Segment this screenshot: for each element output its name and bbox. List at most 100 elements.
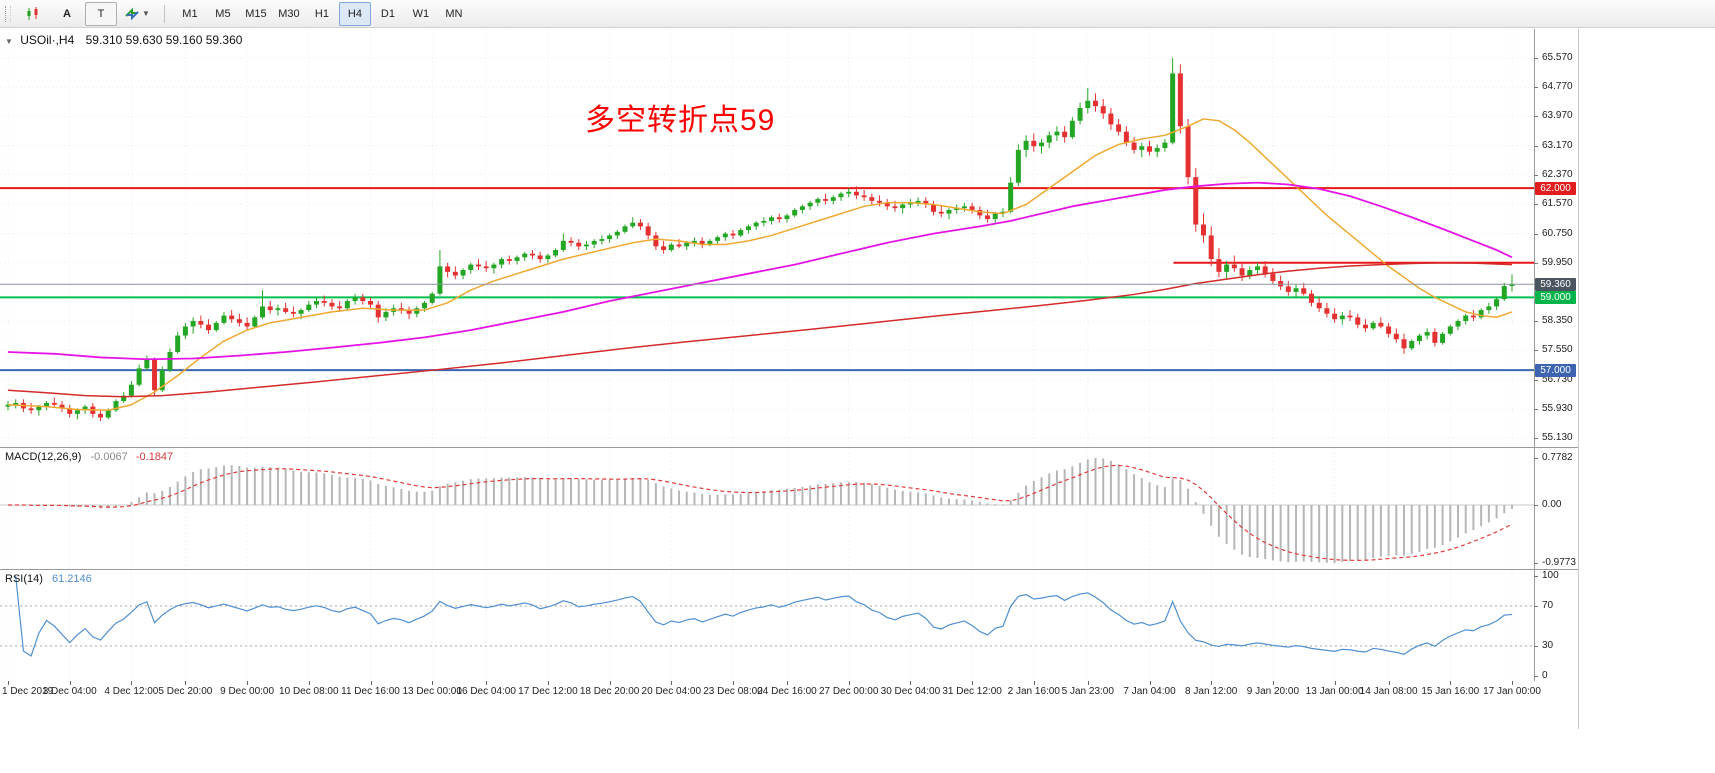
time-axis-label: 8 Jan 12:00 — [1185, 686, 1238, 697]
time-tick — [432, 681, 434, 685]
time-axis-label: 16 Dec 04:00 — [456, 686, 516, 697]
time-axis-label: 30 Dec 04:00 — [880, 686, 941, 697]
time-axis-label: 13 Jan 00:00 — [1305, 686, 1364, 697]
time-tick — [1149, 681, 1151, 685]
ohlc-values: 59.310 59.630 59.160 59.360 — [85, 33, 243, 47]
rsi-axis: 100 70 30 0 — [1534, 570, 1578, 681]
candlestick-chart-icon[interactable] — [17, 2, 49, 26]
price-chart[interactable] — [0, 29, 1534, 447]
timeframe-button-M15[interactable]: M15 — [245, 7, 267, 20]
time-axis-label: 13 Dec 00:00 — [402, 686, 462, 697]
cycle-symbols-button[interactable]: ▼ — [119, 2, 155, 26]
collapse-icon[interactable]: ▼ — [5, 37, 13, 46]
macd-signal-value: -0.1847 — [135, 451, 174, 463]
price-axis-label: 57.550 — [1542, 344, 1573, 356]
text-label-t-button[interactable]: T — [85, 1, 117, 26]
time-tick — [1334, 681, 1336, 685]
time-tick — [1272, 681, 1274, 685]
time-tick — [1388, 681, 1390, 685]
text-tool-a-button[interactable]: A — [63, 7, 71, 20]
axis-tick — [1534, 174, 1538, 176]
time-tick — [910, 681, 912, 685]
time-axis-label: 17 Dec 12:00 — [518, 686, 578, 697]
time-axis-label: 24 Dec 16:00 — [757, 686, 817, 697]
time-axis-label: 5 Jan 23:00 — [1061, 686, 1114, 697]
axis-tick — [1534, 145, 1538, 147]
price-axis-label: 58.350 — [1542, 315, 1573, 326]
time-tick — [69, 681, 71, 685]
time-tick — [1087, 681, 1089, 685]
time-tick — [1512, 681, 1513, 685]
chevron-down-icon: ▼ — [142, 9, 150, 18]
price-tag: 62.000 — [1535, 181, 1576, 195]
axis-border — [1534, 29, 1535, 682]
timeframe-button-M5[interactable]: M5 — [215, 7, 231, 20]
toolbar-grip[interactable] — [5, 5, 11, 22]
time-tick — [848, 681, 850, 685]
rsi-axis-label: 30 — [1542, 640, 1554, 651]
axis-tick — [1534, 409, 1538, 411]
chart-annotation-text: 多空转折点59 — [585, 104, 776, 137]
macd-axis-label: 0.00 — [1542, 499, 1562, 510]
price-axis-label: 59.950 — [1542, 256, 1573, 268]
timeframe-button-H1[interactable]: H1 — [314, 7, 329, 20]
price-axis-label: 65.570 — [1542, 52, 1573, 64]
time-tick — [786, 681, 788, 685]
time-tick — [185, 681, 187, 685]
time-axis-label: 11 Dec 16:00 — [341, 686, 400, 697]
timeframe-button-M1[interactable]: M1 — [182, 7, 198, 20]
time-tick — [308, 681, 310, 685]
axis-tick — [1534, 576, 1538, 577]
time-tick — [671, 681, 673, 685]
time-axis-label: 2 Jan 16:00 — [1007, 686, 1060, 697]
timeframe-button-H4[interactable]: H4 — [338, 1, 371, 26]
macd-header: MACD(12,26,9) -0.0067 -0.1847 — [5, 451, 173, 463]
rsi-axis-label: 0 — [1542, 670, 1548, 681]
time-tick — [1033, 681, 1035, 685]
chart-symbol-header: ▼ USOil·,H4 59.310 59.630 59.160 59.360 — [5, 33, 242, 47]
axis-tick — [1534, 505, 1538, 506]
toolbar: A T ▼ M1 M5 M15 M30 H1 H4 D1 W1 MN — [0, 0, 1715, 28]
panel-separator[interactable] — [0, 447, 1578, 448]
axis-tick — [1534, 438, 1538, 440]
axis-tick — [1534, 350, 1538, 352]
macd-value: -0.0067 — [90, 451, 128, 463]
time-axis-label: 27 Dec 00:00 — [818, 686, 879, 697]
price-tag: 57.000 — [1535, 363, 1576, 377]
price-axis-label: 55.930 — [1542, 403, 1573, 415]
time-axis-label: 15 Jan 16:00 — [1421, 686, 1480, 697]
price-axis-label: 55.130 — [1542, 432, 1573, 444]
time-axis-label: 31 Dec 12:00 — [942, 686, 1002, 697]
candles-glyph — [27, 6, 38, 20]
macd-panel[interactable] — [0, 448, 1534, 569]
price-axis-label: 60.750 — [1542, 227, 1573, 239]
price-axis-label: 63.170 — [1542, 139, 1573, 151]
time-tick — [972, 681, 974, 685]
rsi-label: RSI(14) — [5, 573, 43, 585]
rsi-panel[interactable] — [0, 570, 1534, 681]
toolbar-separator — [163, 4, 165, 23]
time-axis-label: 10 Dec 08:00 — [279, 686, 339, 697]
time-tick — [8, 681, 9, 685]
axis-tick — [1534, 321, 1538, 323]
timeframe-button-M30[interactable]: M30 — [278, 7, 300, 20]
price-tag: 59.000 — [1535, 290, 1576, 304]
time-axis-label: 3 Dec 04:00 — [42, 686, 97, 697]
axis-tick — [1534, 116, 1538, 118]
time-axis[interactable]: 1 Dec 2019 3 Dec 04:00 4 Dec 12:00 5 Dec 20… — [0, 681, 1578, 707]
time-tick — [733, 681, 734, 685]
timeframe-button-MN[interactable]: MN — [445, 7, 463, 20]
timeframe-button-W1[interactable]: W1 — [412, 7, 430, 20]
time-tick — [370, 681, 372, 685]
panel-separator[interactable] — [0, 569, 1578, 570]
time-axis-label: 9 Dec 00:00 — [220, 686, 275, 697]
axis-tick — [1534, 233, 1538, 235]
timeframe-button-D1[interactable]: D1 — [380, 7, 395, 20]
time-tick — [1450, 681, 1452, 685]
axis-tick — [1534, 203, 1538, 205]
time-axis-label: 18 Dec 20:00 — [579, 686, 640, 697]
price-axis[interactable]: 65.570 64.770 63.970 63.170 62.370 61.570 60.7… — [1534, 29, 1578, 447]
macd-label: MACD(12,26,9) — [5, 451, 82, 463]
rsi-axis-label: 70 — [1542, 600, 1554, 611]
price-axis-label: 62.370 — [1542, 168, 1573, 180]
